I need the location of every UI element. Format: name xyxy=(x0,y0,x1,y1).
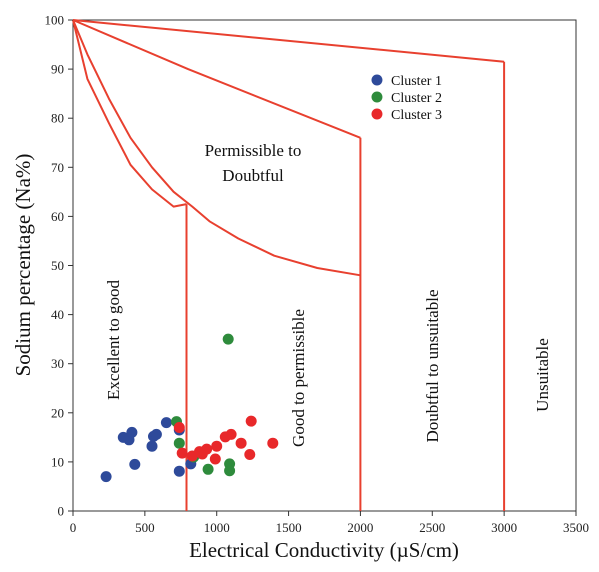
y-tick-label: 90 xyxy=(51,62,64,77)
x-axis-title: Electrical Conductivity (µS/cm) xyxy=(189,538,459,562)
x-tick-label: 1000 xyxy=(204,520,230,535)
x-tick-layer: 0 500 1000 1500 2000 2500 3000 3500 xyxy=(70,511,589,535)
y-tick-label: 20 xyxy=(51,405,64,420)
x-tick-label: 0 xyxy=(70,520,77,535)
legend-marker-cluster-2 xyxy=(371,91,383,103)
boundary-excellent-upper xyxy=(72,19,187,208)
y-axis-title: Sodium percentage (Na%) xyxy=(11,154,35,377)
region-label-permissible-line1: Permissible to xyxy=(205,141,302,160)
legend-marker-cluster-3 xyxy=(371,108,383,120)
cluster-1-point-9 xyxy=(160,417,172,429)
y-tick-label: 50 xyxy=(51,258,64,273)
legend-label-cluster-3: Cluster 3 xyxy=(391,108,442,123)
x-tick-label: 500 xyxy=(135,520,155,535)
y-tick-label: 10 xyxy=(51,454,64,469)
boundary-good-upper xyxy=(72,19,361,277)
legend-label-cluster-1: Cluster 1 xyxy=(391,74,442,89)
cluster-3-point-14 xyxy=(267,437,279,449)
cluster-1-point-1 xyxy=(100,471,112,483)
cluster-3-point-8 xyxy=(211,440,223,452)
cluster-3-point-6 xyxy=(201,443,213,455)
cluster-3-point-10 xyxy=(225,428,237,440)
x-tick-label: 1500 xyxy=(276,520,302,535)
cluster-1-point-10 xyxy=(173,465,185,477)
legend-marker-cluster-1 xyxy=(371,74,383,86)
cluster-3-point-2 xyxy=(176,447,188,459)
cluster-3-point-12 xyxy=(245,415,257,427)
cluster-2-point-7 xyxy=(222,333,234,345)
boundary-layer xyxy=(72,19,506,511)
x-tick-label: 3000 xyxy=(491,520,517,535)
boundary-doubtful-upper xyxy=(72,19,505,63)
cluster-3-point-11 xyxy=(235,437,247,449)
cluster-1-point-8 xyxy=(150,428,162,440)
y-tick-label: 60 xyxy=(51,209,64,224)
y-tick-label: 80 xyxy=(51,111,64,126)
cluster-3-point-13 xyxy=(244,449,256,460)
cluster-1-point-6 xyxy=(146,440,158,452)
cluster-1-point-5 xyxy=(129,458,141,470)
y-tick-label: 100 xyxy=(45,13,65,28)
y-tick-label: 30 xyxy=(51,356,64,371)
point-layer xyxy=(100,333,279,483)
x-tick-label: 3500 xyxy=(563,520,589,535)
cluster-2-point-6 xyxy=(224,465,236,477)
cluster-3-point-1 xyxy=(173,422,185,433)
cluster-3-point-7 xyxy=(209,453,221,465)
y-tick-label: 70 xyxy=(51,160,64,175)
region-label-good-to-permissible: Good to permissible xyxy=(289,309,308,447)
y-tick-label: 40 xyxy=(51,307,64,322)
x-tick-label: 2500 xyxy=(419,520,445,535)
region-label-permissible-line2: Doubtful xyxy=(222,166,284,185)
y-tick-layer: 0 10 20 30 40 50 60 70 80 90 100 xyxy=(45,13,73,519)
region-label-doubtful-to-unsuitable: Doubtful to unsuitable xyxy=(423,290,442,443)
y-tick-label: 0 xyxy=(58,504,65,519)
x-tick-label: 2000 xyxy=(347,520,373,535)
cluster-1-point-4 xyxy=(126,426,138,438)
legend-label-cluster-2: Cluster 2 xyxy=(391,91,442,106)
region-label-unsuitable: Unsuitable xyxy=(533,338,552,412)
region-label-excellent-to-good: Excellent to good xyxy=(104,280,123,400)
cluster-2-point-4 xyxy=(202,463,214,475)
cluster-2-point-2 xyxy=(173,437,185,449)
legend: Cluster 1 Cluster 2 Cluster 3 xyxy=(371,74,442,123)
boundary-permissible-upper xyxy=(72,19,361,139)
